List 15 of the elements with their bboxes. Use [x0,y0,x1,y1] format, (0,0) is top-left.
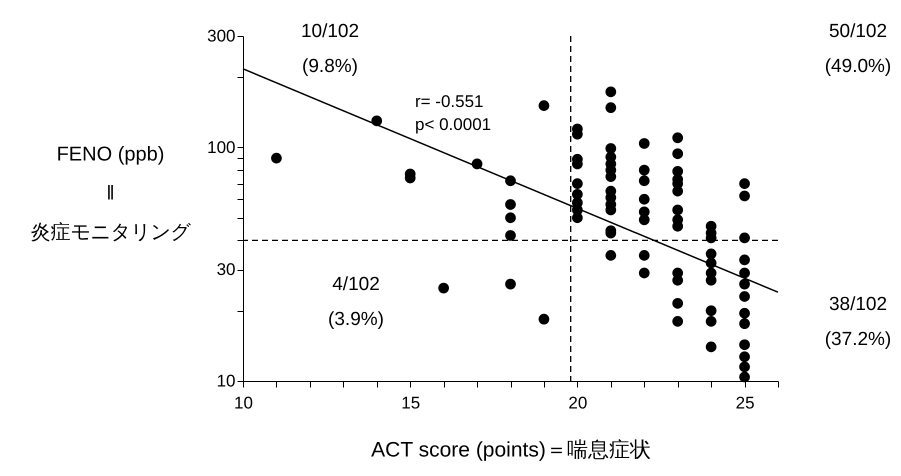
x-tick-label: 15 [401,394,420,412]
text: 50/102 (49.0%) [824,21,892,77]
x-tick-label: 25 [736,394,755,412]
x-axis-title: ACT score (points)＝喘息症状 [371,438,651,462]
annotation: r= -0.551 p< 0.0001 [415,92,492,134]
y-tick-label: 30 [216,260,236,280]
annotation: 10/102 (9.8%) [300,21,360,77]
x-tick-label: 20 [568,394,588,412]
y-axis-title: FENO (ppb) ‖ 炎症モニタリング [30,144,192,244]
text: 38/102 (37.2%) [824,294,892,350]
y-tick-label: 100 [207,138,236,157]
y-tick-label: 10 [216,372,236,390]
annotation: 4/102 (3.9%) [328,274,384,330]
y-tick-label: 300 [207,26,236,46]
x-tick-label: 10 [234,394,253,412]
